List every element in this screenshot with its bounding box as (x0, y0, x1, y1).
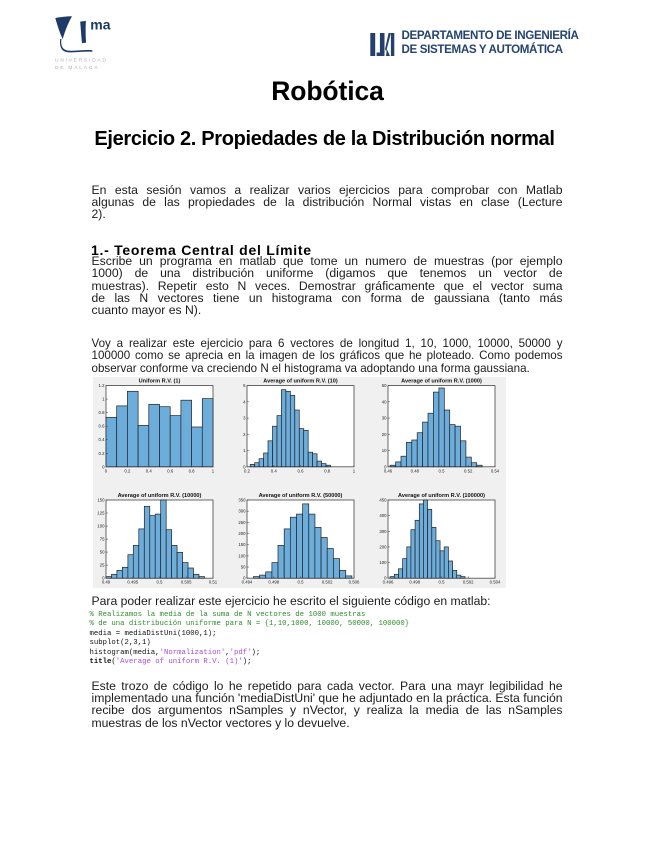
svg-text:4: 4 (243, 399, 246, 404)
svg-text:Average of uniform R.V. (10): Average of uniform R.V. (10) (263, 378, 338, 384)
svg-text:0.496: 0.496 (383, 580, 394, 585)
svg-text:3: 3 (243, 416, 246, 421)
svg-text:0.5: 0.5 (298, 580, 305, 585)
svg-text:UNIVERSIDAD: UNIVERSIDAD (55, 58, 108, 64)
svg-text:Average of uniform R.V. (50000: Average of uniform R.V. (50000) (259, 493, 343, 499)
svg-text:5: 5 (243, 383, 246, 388)
svg-text:75: 75 (100, 537, 105, 542)
svg-text:0.4: 0.4 (271, 468, 278, 473)
svg-text:1: 1 (353, 468, 356, 473)
svg-text:0.8: 0.8 (189, 468, 196, 473)
svg-text:0: 0 (102, 576, 105, 581)
svg-text:0.5: 0.5 (439, 580, 446, 585)
svg-text:Average of uniform R.V. (10000: Average of uniform R.V. (10000) (118, 493, 202, 499)
svg-text:Uniform R.V. (1): Uniform R.V. (1) (139, 378, 181, 384)
svg-text:Average of uniform R.V. (10000: Average of uniform R.V. (100000) (398, 493, 485, 499)
svg-text:0: 0 (243, 576, 246, 581)
svg-text:0: 0 (384, 464, 387, 469)
svg-text:1: 1 (243, 448, 246, 453)
svg-text:50: 50 (100, 550, 105, 555)
svg-text:1: 1 (102, 397, 105, 402)
svg-text:0.48: 0.48 (411, 468, 420, 473)
svg-text:0.8: 0.8 (324, 468, 331, 473)
svg-text:0.54: 0.54 (491, 468, 500, 473)
svg-text:0.8: 0.8 (99, 410, 106, 415)
svg-text:0.504: 0.504 (490, 580, 501, 585)
svg-text:0.494: 0.494 (242, 580, 253, 585)
svg-text:0.506: 0.506 (349, 580, 360, 585)
svg-text:150: 150 (238, 542, 246, 547)
svg-text:0.2: 0.2 (99, 451, 106, 456)
svg-text:0.2: 0.2 (124, 468, 131, 473)
svg-text:0.505: 0.505 (181, 580, 192, 585)
svg-text:0.495: 0.495 (127, 580, 138, 585)
svg-text:10: 10 (382, 448, 387, 453)
svg-text:50: 50 (241, 565, 246, 570)
svg-text:40: 40 (382, 399, 387, 404)
svg-text:0.6: 0.6 (167, 468, 174, 473)
svg-text:1: 1 (212, 468, 215, 473)
svg-text:150: 150 (97, 498, 105, 503)
svg-text:0.2: 0.2 (244, 468, 251, 473)
svg-text:0: 0 (105, 468, 108, 473)
svg-text:20: 20 (382, 432, 387, 437)
svg-text:0.4: 0.4 (146, 468, 153, 473)
svg-text:350: 350 (238, 498, 246, 503)
svg-text:0.52: 0.52 (464, 468, 473, 473)
svg-text:2: 2 (243, 432, 246, 437)
svg-text:200: 200 (238, 531, 246, 536)
svg-text:25: 25 (100, 563, 105, 568)
svg-text:450: 450 (379, 498, 387, 503)
svg-text:ma: ma (90, 16, 110, 32)
svg-text:100: 100 (379, 560, 387, 565)
svg-text:DE MÁLAGA: DE MÁLAGA (55, 64, 99, 71)
svg-text:200: 200 (379, 544, 387, 549)
svg-text:0.51: 0.51 (209, 580, 218, 585)
svg-text:30: 30 (382, 416, 387, 421)
svg-text:0.49: 0.49 (102, 580, 111, 585)
svg-text:0.46: 0.46 (384, 468, 393, 473)
svg-text:250: 250 (238, 520, 246, 525)
svg-text:300: 300 (379, 529, 387, 534)
svg-text:400: 400 (379, 513, 387, 518)
svg-text:0.502: 0.502 (322, 580, 333, 585)
svg-text:300: 300 (238, 509, 246, 514)
svg-text:100: 100 (97, 524, 105, 529)
svg-text:0: 0 (384, 576, 387, 581)
svg-text:0.498: 0.498 (409, 580, 420, 585)
svg-text:Average of uniform R.V. (1000): Average of uniform R.V. (1000) (401, 378, 482, 384)
svg-text:0: 0 (243, 464, 246, 469)
svg-text:100: 100 (238, 553, 246, 558)
svg-text:50: 50 (382, 383, 387, 388)
svg-text:0.4: 0.4 (99, 437, 106, 442)
svg-text:0.502: 0.502 (463, 580, 474, 585)
svg-text:0.6: 0.6 (298, 468, 305, 473)
svg-text:0.498: 0.498 (268, 580, 279, 585)
svg-text:125: 125 (97, 511, 105, 516)
svg-text:1.2: 1.2 (99, 383, 106, 388)
svg-text:0.6: 0.6 (99, 424, 106, 429)
svg-text:0: 0 (102, 464, 105, 469)
svg-text:0.5: 0.5 (157, 580, 164, 585)
svg-text:0.5: 0.5 (439, 468, 446, 473)
